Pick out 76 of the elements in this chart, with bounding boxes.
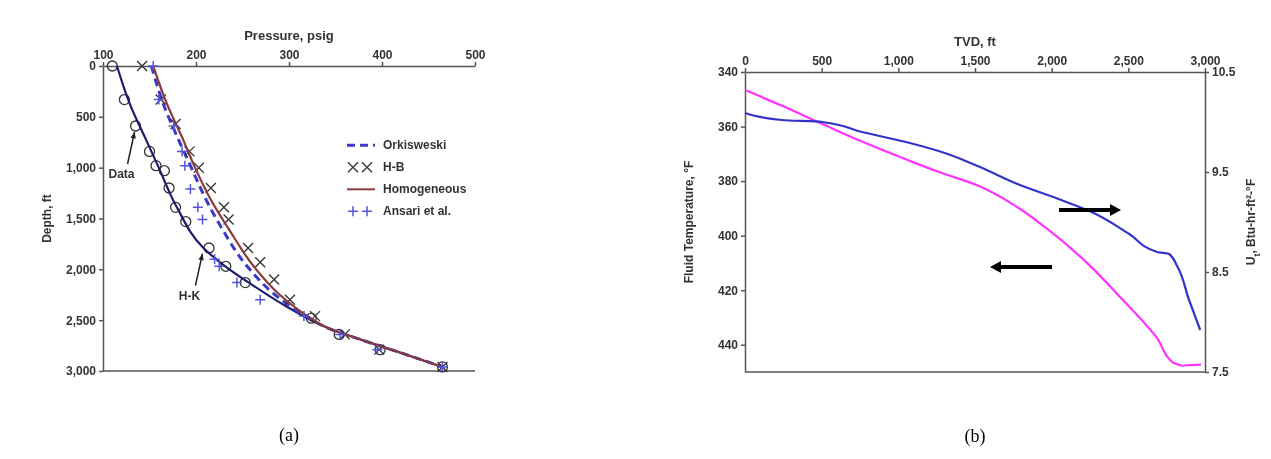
point	[196, 213, 209, 226]
y-tick-label: 380	[717, 174, 739, 189]
y-tick-label: 420	[717, 283, 739, 298]
annotation: Data	[108, 166, 135, 181]
line-series	[743, 111, 1202, 332]
point	[143, 145, 156, 158]
y-axis-title: Depth, ft	[40, 194, 54, 243]
point	[184, 183, 197, 195]
point	[179, 159, 191, 172]
y-tick-label: 400	[717, 228, 739, 243]
point	[169, 201, 182, 213]
y-tick-label: 1,500	[65, 211, 97, 226]
y-tick-label: 2,500	[65, 313, 97, 328]
point	[163, 182, 175, 194]
y2-tick-label: 10.5	[1212, 65, 1236, 80]
point	[205, 182, 217, 194]
point	[203, 242, 215, 254]
x-tick-label: 100	[93, 48, 114, 62]
y2-tick-label: 8.5	[1212, 265, 1230, 280]
x-tick-label: 3,000	[1190, 54, 1221, 68]
y-axis-title: Fluid Temperature, °F	[682, 160, 696, 284]
x-tick-label: 1,500	[960, 54, 991, 68]
legend-label: Ansari et al.	[383, 204, 452, 219]
legend-label: Homogeneous	[383, 182, 467, 197]
text: (b)	[964, 426, 986, 447]
point	[242, 242, 254, 254]
point	[309, 310, 321, 322]
point	[284, 294, 296, 306]
point	[222, 213, 235, 226]
x-tick-label: 500	[465, 48, 486, 62]
x-tick-label: 300	[279, 48, 300, 62]
x-tick-label: 0	[742, 54, 750, 68]
annotation: H-K	[178, 288, 201, 303]
point	[147, 60, 159, 72]
y-tick-label: 2,000	[65, 262, 97, 277]
x-axis-title: Pressure, psig	[244, 28, 334, 43]
point	[106, 60, 118, 72]
x-tick-label: 1,000	[883, 54, 915, 68]
point	[192, 201, 204, 214]
y-tick-label: 440	[717, 338, 739, 353]
y-tick-label: 500	[75, 110, 97, 125]
x-tick-label: 2,000	[1037, 54, 1068, 68]
point	[254, 294, 266, 306]
point	[180, 215, 192, 228]
y2-tick-label: 9.5	[1212, 165, 1230, 180]
point	[254, 256, 266, 268]
x-tick-label: 200	[186, 48, 207, 62]
point	[150, 159, 162, 172]
y-tick-label: 360	[717, 119, 739, 134]
point	[298, 310, 310, 322]
point	[129, 120, 142, 132]
y-tick-label: 1,000	[65, 161, 97, 176]
point	[176, 145, 188, 158]
legend-label: H-B	[383, 160, 405, 175]
point	[220, 260, 232, 272]
y-tick-label: 3,000	[65, 364, 97, 379]
point	[118, 93, 131, 106]
point	[305, 312, 317, 324]
point	[239, 276, 251, 289]
point	[231, 276, 243, 289]
text: (a)	[279, 425, 299, 446]
line-series	[743, 88, 1203, 367]
point	[193, 162, 205, 174]
y-tick-label: 340	[717, 65, 739, 80]
point	[158, 165, 171, 177]
x-tick-label: 400	[372, 48, 393, 62]
point	[339, 328, 351, 341]
x-tick-label: 2,500	[1113, 54, 1145, 68]
point	[268, 273, 280, 286]
x-axis-title: TVD, ft	[954, 34, 997, 49]
point	[218, 201, 230, 213]
point	[183, 145, 196, 158]
x-tick-label: 500	[812, 54, 833, 68]
legend-label: Orkisweski	[383, 138, 447, 153]
y2-tick-label: 7.5	[1212, 365, 1230, 380]
point	[136, 60, 148, 72]
